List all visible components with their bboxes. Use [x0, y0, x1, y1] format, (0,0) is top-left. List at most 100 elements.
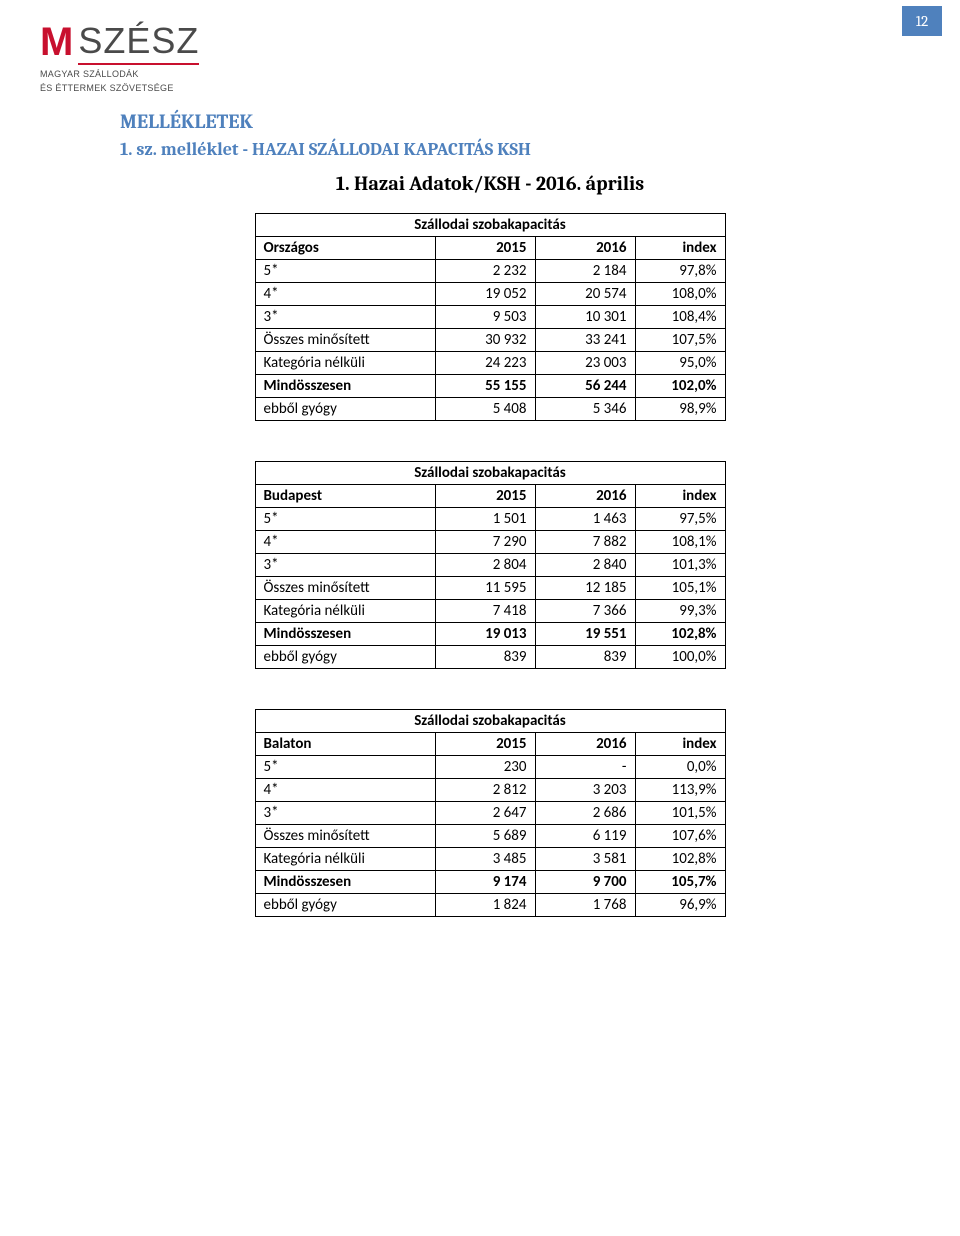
- table-row: 3*9 50310 301108,4%: [255, 306, 725, 329]
- cell-2015: 7 418: [435, 600, 535, 623]
- table-row: Mindösszesen55 15556 244102,0%: [255, 375, 725, 398]
- cell-2016: 23 003: [535, 352, 635, 375]
- row-label: Kategória nélküli: [255, 352, 435, 375]
- table-row: Mindösszesen19 01319 551102,8%: [255, 623, 725, 646]
- row-label: 5*: [255, 508, 435, 531]
- table-row: Kategória nélküli24 22323 00395,0%: [255, 352, 725, 375]
- cell-2016: 2 686: [535, 802, 635, 825]
- cell-2015: 3 485: [435, 848, 535, 871]
- table-row: 4*7 2907 882108,1%: [255, 531, 725, 554]
- column-header: index: [635, 237, 725, 260]
- table-row: ebből gyógy839839100,0%: [255, 646, 725, 669]
- table-row: ebből gyógy5 4085 34698,9%: [255, 398, 725, 421]
- row-label: Mindösszesen: [255, 871, 435, 894]
- page-number-badge: 12: [902, 6, 942, 36]
- cell-2016: 2 840: [535, 554, 635, 577]
- cell-2015: 55 155: [435, 375, 535, 398]
- cell-index: 105,7%: [635, 871, 725, 894]
- cell-2016: 1 768: [535, 894, 635, 917]
- cell-index: 105,1%: [635, 577, 725, 600]
- row-label: ebből gyógy: [255, 398, 435, 421]
- cell-2015: 839: [435, 646, 535, 669]
- cell-2016: 7 882: [535, 531, 635, 554]
- column-header: 2015: [435, 733, 535, 756]
- logo-initial: M: [40, 20, 72, 65]
- cell-index: 108,1%: [635, 531, 725, 554]
- cell-index: 98,9%: [635, 398, 725, 421]
- table-title: Szállodai szobakapacitás: [255, 710, 725, 733]
- cell-index: 96,9%: [635, 894, 725, 917]
- row-label: 3*: [255, 306, 435, 329]
- logo-rest: SZÉSZ: [78, 20, 199, 65]
- row-label: Összes minősített: [255, 329, 435, 352]
- row-label: 4*: [255, 531, 435, 554]
- region-header: Balaton: [255, 733, 435, 756]
- cell-2016: 33 241: [535, 329, 635, 352]
- row-label: 4*: [255, 779, 435, 802]
- row-label: Mindösszesen: [255, 375, 435, 398]
- cell-2016: 5 346: [535, 398, 635, 421]
- row-label: 4*: [255, 283, 435, 306]
- table-row: 3*2 6472 686101,5%: [255, 802, 725, 825]
- row-label: Kategória nélküli: [255, 848, 435, 871]
- column-header: 2016: [535, 733, 635, 756]
- column-header: 2016: [535, 237, 635, 260]
- tables-container: Szállodai szobakapacitásOrszágos20152016…: [120, 213, 860, 917]
- cell-2016: 10 301: [535, 306, 635, 329]
- logo-subline-2: ÉS ÉTTERMEK SZÖVETSÉGE: [40, 83, 199, 93]
- table-title: Szállodai szobakapacitás: [255, 214, 725, 237]
- cell-2015: 1 501: [435, 508, 535, 531]
- cell-2015: 5 689: [435, 825, 535, 848]
- sub-section-title: 1. sz. melléklet - HAZAI SZÁLLODAI KAPAC…: [120, 139, 860, 160]
- cell-index: 101,3%: [635, 554, 725, 577]
- column-header: index: [635, 733, 725, 756]
- row-label: 5*: [255, 756, 435, 779]
- cell-2015: 2 812: [435, 779, 535, 802]
- cell-2016: 3 203: [535, 779, 635, 802]
- capacity-table: Szállodai szobakapacitásOrszágos20152016…: [255, 213, 726, 421]
- cell-index: 97,8%: [635, 260, 725, 283]
- row-label: 3*: [255, 554, 435, 577]
- row-label: ebből gyógy: [255, 646, 435, 669]
- table-title: Szállodai szobakapacitás: [255, 462, 725, 485]
- row-label: Kategória nélküli: [255, 600, 435, 623]
- table-row: 5*2 2322 18497,8%: [255, 260, 725, 283]
- cell-index: 107,5%: [635, 329, 725, 352]
- cell-2015: 19 013: [435, 623, 535, 646]
- table-row: Kategória nélküli3 4853 581102,8%: [255, 848, 725, 871]
- table-row: Összes minősített30 93233 241107,5%: [255, 329, 725, 352]
- cell-2016: 839: [535, 646, 635, 669]
- table-row: 3*2 8042 840101,3%: [255, 554, 725, 577]
- cell-2016: 3 581: [535, 848, 635, 871]
- cell-2015: 5 408: [435, 398, 535, 421]
- cell-index: 0,0%: [635, 756, 725, 779]
- cell-index: 102,0%: [635, 375, 725, 398]
- cell-2016: 56 244: [535, 375, 635, 398]
- row-label: ebből gyógy: [255, 894, 435, 917]
- cell-index: 113,9%: [635, 779, 725, 802]
- table-row: Összes minősített5 6896 119107,6%: [255, 825, 725, 848]
- row-label: Mindösszesen: [255, 623, 435, 646]
- cell-2016: 7 366: [535, 600, 635, 623]
- column-header: index: [635, 485, 725, 508]
- cell-2015: 2 647: [435, 802, 535, 825]
- cell-index: 100,0%: [635, 646, 725, 669]
- capacity-table: Szállodai szobakapacitásBalaton20152016i…: [255, 709, 726, 917]
- cell-2015: 230: [435, 756, 535, 779]
- logo-subline-1: MAGYAR SZÁLLODÁK: [40, 69, 199, 79]
- row-label: Összes minősített: [255, 825, 435, 848]
- cell-2015: 7 290: [435, 531, 535, 554]
- column-header: 2015: [435, 237, 535, 260]
- page-number: 12: [916, 12, 929, 30]
- cell-2016: 19 551: [535, 623, 635, 646]
- region-header: Országos: [255, 237, 435, 260]
- block-title: 1. Hazai Adatok/KSH - 2016. április: [120, 172, 860, 195]
- region-header: Budapest: [255, 485, 435, 508]
- cell-2015: 2 232: [435, 260, 535, 283]
- cell-2016: 20 574: [535, 283, 635, 306]
- cell-2015: 9 503: [435, 306, 535, 329]
- org-logo: M SZÉSZ MAGYAR SZÁLLODÁK ÉS ÉTTERMEK SZÖ…: [40, 20, 199, 93]
- logo-wordmark: M SZÉSZ: [40, 20, 199, 65]
- cell-2016: 2 184: [535, 260, 635, 283]
- cell-2016: 9 700: [535, 871, 635, 894]
